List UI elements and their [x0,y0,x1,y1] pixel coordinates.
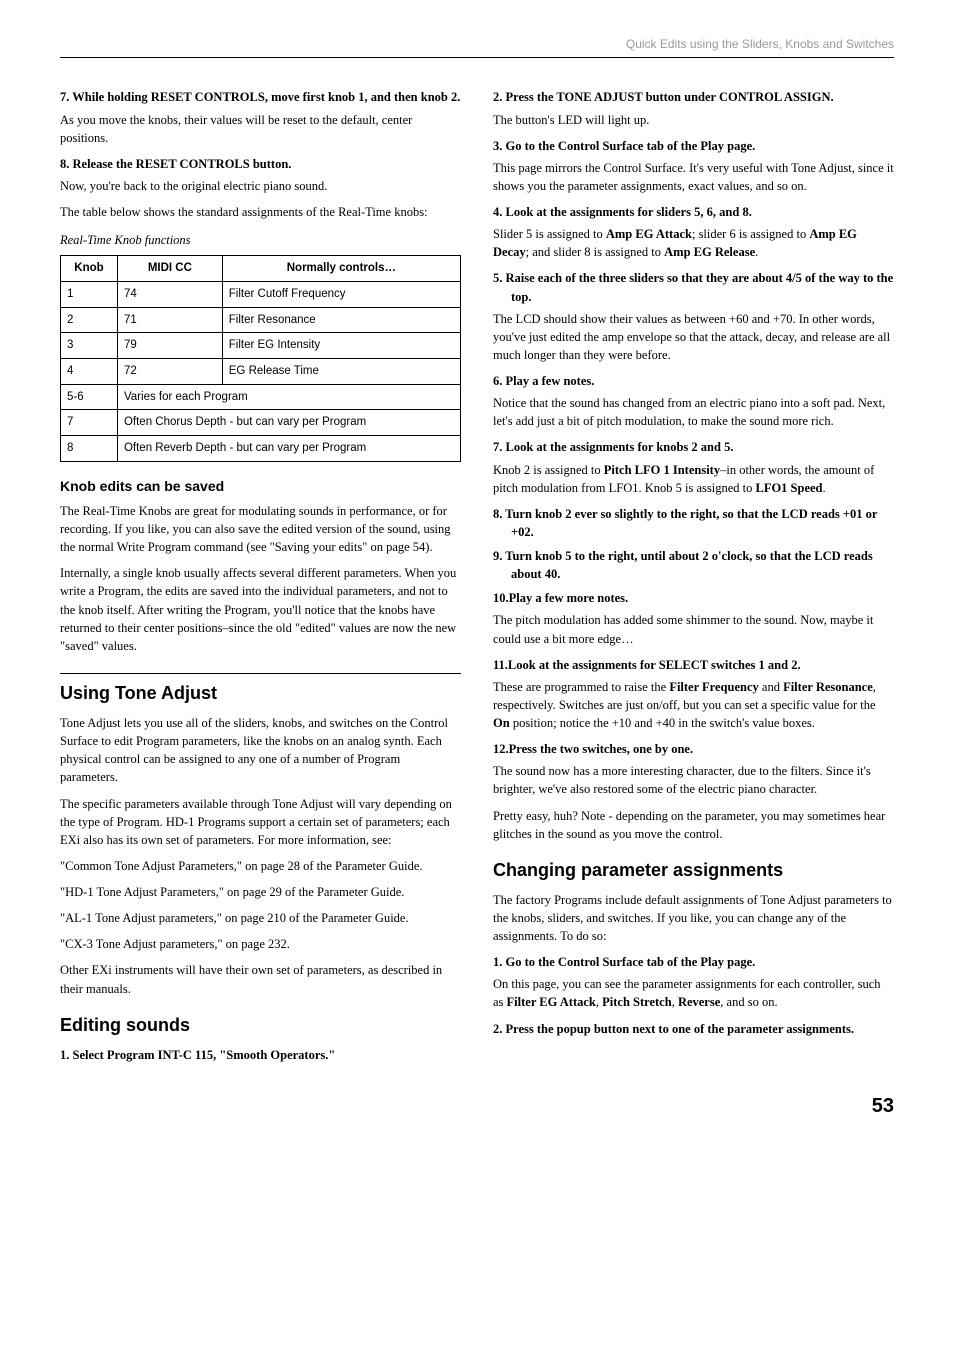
page-number: 53 [60,1092,894,1121]
text-span: ; slider 6 is assigned to [692,227,809,241]
table-cell: 71 [117,307,222,333]
step-9: 9. Turn knob 5 to the right, until about… [493,547,894,583]
bold-text: Amp EG Attack [606,227,692,241]
body-text: The button's LED will light up. [493,111,894,129]
step-7: 7. While holding RESET CONTROLS, move fi… [60,88,461,106]
body-text: Other EXi instruments will have their ow… [60,961,461,997]
page-header: Quick Edits using the Sliders, Knobs and… [60,36,894,58]
table-cell: 8 [61,435,118,461]
body-text: Tone Adjust lets you use all of the slid… [60,714,461,787]
bold-text: Reverse [678,995,720,1009]
text-span: These are programmed to raise the [493,680,669,694]
bold-text: Filter EG Attack [507,995,596,1009]
text-span: and [759,680,783,694]
table-cell: 7 [61,410,118,436]
step-6: 6. Play a few notes. [493,372,894,390]
table-row: 1 74 Filter Cutoff Frequency [61,281,461,307]
table-row: 7 Often Chorus Depth - but can vary per … [61,410,461,436]
table-cell: 4 [61,358,118,384]
step-4: 4. Look at the assignments for sliders 5… [493,203,894,221]
step-1: 1. Select Program INT-C 115, "Smooth Ope… [60,1046,461,1064]
table-caption: Real-Time Knob functions [60,231,461,249]
table-header: MIDI CC [117,256,222,282]
table-cell: 1 [61,281,118,307]
bold-text: Pitch Stretch [602,995,672,1009]
body-text: "CX-3 Tone Adjust parameters," on page 2… [60,935,461,953]
step-12: 12.Press the two switches, one by one. [493,740,894,758]
body-text: "Common Tone Adjust Parameters," on page… [60,857,461,875]
left-column: 7. While holding RESET CONTROLS, move fi… [60,82,461,1067]
body-text: Now, you're back to the original electri… [60,177,461,195]
text-span: position; notice the +10 and +40 in the … [510,716,815,730]
two-column-layout: 7. While holding RESET CONTROLS, move fi… [60,82,894,1067]
body-text: The specific parameters available throug… [60,795,461,849]
table-cell: 3 [61,333,118,359]
table-cell: 5-6 [61,384,118,410]
table-cell: 79 [117,333,222,359]
bold-text: Filter Frequency [669,680,758,694]
body-text: Internally, a single knob usually affect… [60,564,461,655]
text-span: Slider 5 is assigned to [493,227,606,241]
step-2: 2. Press the popup button next to one of… [493,1020,894,1038]
text-span: , and so on. [720,995,777,1009]
heading-knob-edits: Knob edits can be saved [60,476,461,496]
table-cell: Often Reverb Depth - but can vary per Pr… [117,435,460,461]
table-cell: Filter Cutoff Frequency [222,281,460,307]
table-cell: Filter Resonance [222,307,460,333]
body-text: These are programmed to raise the Filter… [493,678,894,732]
text-span: . [823,481,826,495]
bold-text: Filter Resonance [783,680,873,694]
body-text: The table below shows the standard assig… [60,203,461,221]
table-row: 3 79 Filter EG Intensity [61,333,461,359]
table-cell: 2 [61,307,118,333]
step-8: 8. Turn knob 2 ever so slightly to the r… [493,505,894,541]
table-row: 8 Often Reverb Depth - but can vary per … [61,435,461,461]
body-text: The sound now has a more interesting cha… [493,762,894,798]
body-text: The pitch modulation has added some shim… [493,611,894,647]
body-text: This page mirrors the Control Surface. I… [493,159,894,195]
body-text: Slider 5 is assigned to Amp EG Attack; s… [493,225,894,261]
body-text: "AL-1 Tone Adjust parameters," on page 2… [60,909,461,927]
text-span: . [755,245,758,259]
table-cell: Often Chorus Depth - but can vary per Pr… [117,410,460,436]
text-span: Knob 2 is assigned to [493,463,604,477]
table-header: Knob [61,256,118,282]
table-cell: EG Release Time [222,358,460,384]
heading-using-tone-adjust: Using Tone Adjust [60,673,461,706]
table-cell: 74 [117,281,222,307]
step-1: 1. Go to the Control Surface tab of the … [493,953,894,971]
step-5: 5. Raise each of the three sliders so th… [493,269,894,305]
knob-functions-table: Knob MIDI CC Normally controls… 1 74 Fil… [60,255,461,461]
body-text: "HD-1 Tone Adjust Parameters," on page 2… [60,883,461,901]
step-10: 10.Play a few more notes. [493,589,894,607]
table-cell: 72 [117,358,222,384]
table-cell: Filter EG Intensity [222,333,460,359]
bold-text: Amp EG Release [664,245,755,259]
body-text: As you move the knobs, their values will… [60,111,461,147]
heading-changing-parameter-assignments: Changing parameter assignments [493,857,894,883]
table-header: Normally controls… [222,256,460,282]
body-text: Pretty easy, huh? Note - depending on th… [493,807,894,843]
table-cell: Varies for each Program [117,384,460,410]
body-text: The LCD should show their values as betw… [493,310,894,364]
text-span: ; and slider 8 is assigned to [526,245,665,259]
body-text: The Real-Time Knobs are great for modula… [60,502,461,556]
body-text: The factory Programs include default ass… [493,891,894,945]
table-row: 2 71 Filter Resonance [61,307,461,333]
table-row: 4 72 EG Release Time [61,358,461,384]
bold-text: On [493,716,510,730]
body-text: On this page, you can see the parameter … [493,975,894,1011]
step-2: 2. Press the TONE ADJUST button under CO… [493,88,894,106]
table-row: 5-6 Varies for each Program [61,384,461,410]
right-column: 2. Press the TONE ADJUST button under CO… [493,82,894,1067]
step-7: 7. Look at the assignments for knobs 2 a… [493,438,894,456]
step-11: 11.Look at the assignments for SELECT sw… [493,656,894,674]
step-8: 8. Release the RESET CONTROLS button. [60,155,461,173]
body-text: Notice that the sound has changed from a… [493,394,894,430]
heading-editing-sounds: Editing sounds [60,1012,461,1038]
bold-text: LFO1 Speed [755,481,822,495]
body-text: Knob 2 is assigned to Pitch LFO 1 Intens… [493,461,894,497]
bold-text: Pitch LFO 1 Intensity [604,463,720,477]
step-3: 3. Go to the Control Surface tab of the … [493,137,894,155]
